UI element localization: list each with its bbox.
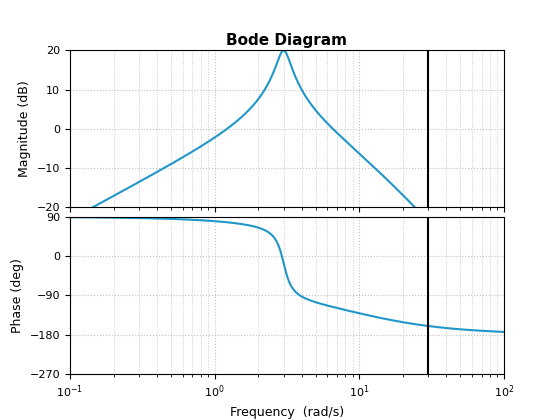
Y-axis label: Magnitude (dB): Magnitude (dB) (18, 81, 31, 177)
Y-axis label: Phase (deg): Phase (deg) (11, 258, 24, 333)
X-axis label: Frequency  (rad/s): Frequency (rad/s) (230, 406, 344, 419)
Title: Bode Diagram: Bode Diagram (226, 33, 348, 48)
